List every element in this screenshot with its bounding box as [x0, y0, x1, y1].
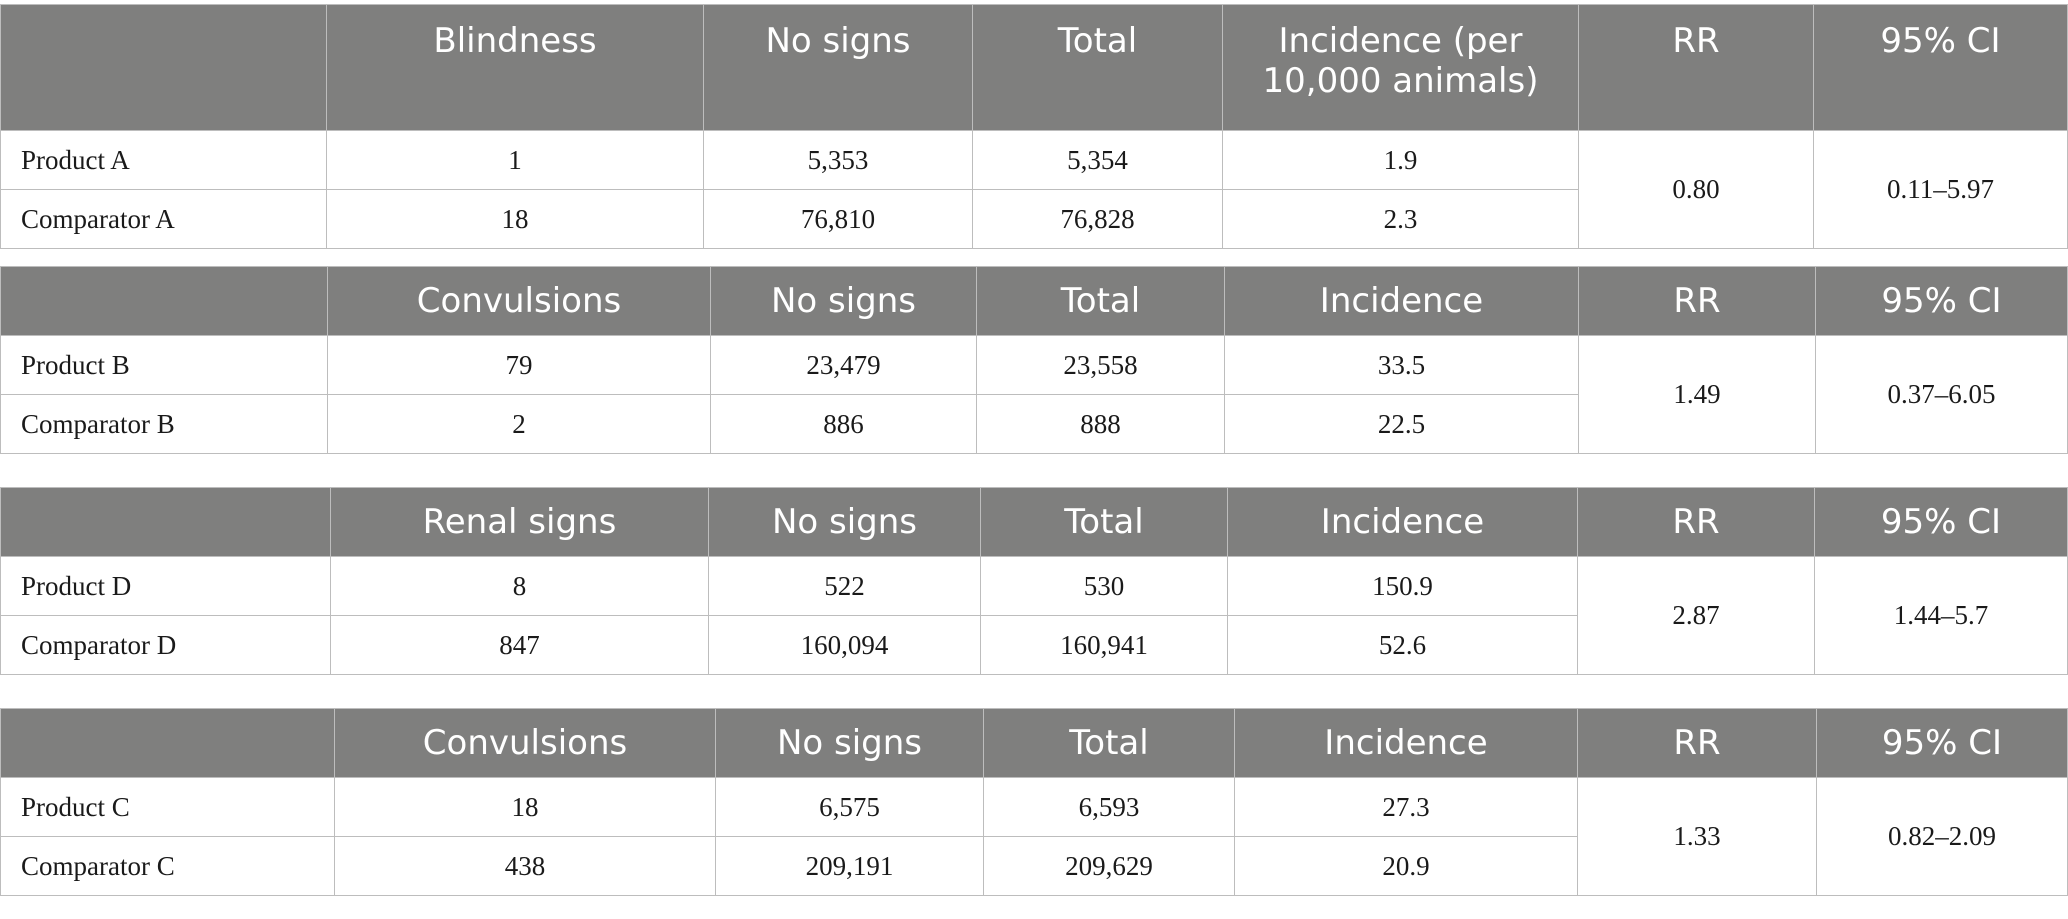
header-empty [0, 487, 331, 557]
rr-cell: 0.80 [1578, 130, 1814, 249]
incidence-cell: 27.3 [1234, 777, 1578, 837]
no-signs-cell: 6,575 [715, 777, 984, 837]
header-rr: RR [1577, 708, 1817, 778]
row-label: Product D [0, 556, 331, 616]
row-label: Comparator A [0, 189, 327, 249]
header-ci: 95% CI [1814, 487, 2068, 557]
table-row: Product C 18 6,575 6,593 27.3 1.33 0.82–… [0, 777, 2068, 896]
cases-cell: 2 [327, 394, 711, 454]
header-row: Convulsions No signs Total Incidence RR … [0, 266, 2068, 336]
header-rr: RR [1577, 487, 1815, 557]
table-renal: Renal signs No signs Total Incidence RR … [0, 487, 2068, 675]
incidence-cell: 52.6 [1227, 615, 1578, 675]
header-empty [0, 266, 328, 336]
row-label: Comparator C [0, 836, 335, 896]
incidence-cell: 20.9 [1234, 836, 1578, 896]
header-total: Total [980, 487, 1228, 557]
rr-cell: 1.33 [1577, 777, 1817, 896]
header-empty [0, 708, 335, 778]
header-total: Total [976, 266, 1225, 336]
header-no-signs: No signs [708, 487, 981, 557]
no-signs-cell: 76,810 [703, 189, 973, 249]
table-row: Product B 79 23,479 23,558 33.5 1.49 0.3… [0, 335, 2068, 454]
cases-cell: 1 [326, 130, 704, 190]
header-rr: RR [1578, 266, 1816, 336]
header-cases: Blindness [326, 4, 704, 131]
table-row: Product A 1 5,353 5,354 1.9 0.80 0.11–5.… [0, 130, 2068, 249]
no-signs-cell: 5,353 [703, 130, 973, 190]
header-empty [0, 4, 327, 131]
header-row: Blindness No signs Total Incidence (per … [0, 4, 2068, 131]
header-total: Total [972, 4, 1223, 131]
header-incidence: Incidence (per 10,000 animals) [1222, 4, 1579, 131]
header-row: Renal signs No signs Total Incidence RR … [0, 487, 2068, 557]
cases-cell: 8 [330, 556, 709, 616]
total-cell: 6,593 [983, 777, 1235, 837]
row-label: Product C [0, 777, 335, 837]
ci-cell: 0.82–2.09 [1816, 777, 2068, 896]
cases-cell: 18 [326, 189, 704, 249]
header-no-signs: No signs [715, 708, 984, 778]
header-incidence: Incidence [1224, 266, 1579, 336]
table-convulsions-c: Convulsions No signs Total Incidence RR … [0, 708, 2068, 896]
table-row: Comparator A 18 76,810 76,828 2.3 [0, 189, 2068, 249]
header-incidence: Incidence [1234, 708, 1578, 778]
rr-cell: 2.87 [1577, 556, 1815, 675]
cases-cell: 847 [330, 615, 709, 675]
header-no-signs: No signs [710, 266, 977, 336]
rr-cell: 1.49 [1578, 335, 1816, 454]
header-cases: Convulsions [327, 266, 711, 336]
header-cases: Renal signs [330, 487, 709, 557]
ci-cell: 0.11–5.97 [1813, 130, 2068, 249]
ci-cell: 0.37–6.05 [1815, 335, 2068, 454]
row-label: Product A [0, 130, 327, 190]
row-label: Comparator B [0, 394, 328, 454]
table-blindness: Blindness No signs Total Incidence (per … [0, 4, 2068, 249]
cases-cell: 18 [334, 777, 716, 837]
cases-cell: 79 [327, 335, 711, 395]
incidence-cell: 22.5 [1224, 394, 1579, 454]
table-convulsions-b: Convulsions No signs Total Incidence RR … [0, 266, 2068, 454]
table-row: Comparator B 2 886 888 22.5 [0, 394, 2068, 454]
row-label: Comparator D [0, 615, 331, 675]
header-rr: RR [1578, 4, 1814, 131]
incidence-cell: 150.9 [1227, 556, 1578, 616]
total-cell: 888 [976, 394, 1225, 454]
table-row: Comparator C 438 209,191 209,629 20.9 [0, 836, 2068, 896]
header-cases: Convulsions [334, 708, 716, 778]
header-total: Total [983, 708, 1235, 778]
no-signs-cell: 522 [708, 556, 981, 616]
total-cell: 5,354 [972, 130, 1223, 190]
total-cell: 160,941 [980, 615, 1228, 675]
total-cell: 23,558 [976, 335, 1225, 395]
header-ci: 95% CI [1815, 266, 2068, 336]
no-signs-cell: 886 [710, 394, 977, 454]
header-incidence: Incidence [1227, 487, 1578, 557]
total-cell: 76,828 [972, 189, 1223, 249]
header-ci: 95% CI [1813, 4, 2068, 131]
header-row: Convulsions No signs Total Incidence RR … [0, 708, 2068, 778]
header-ci: 95% CI [1816, 708, 2068, 778]
header-no-signs: No signs [703, 4, 973, 131]
no-signs-cell: 23,479 [710, 335, 977, 395]
row-label: Product B [0, 335, 328, 395]
ci-cell: 1.44–5.7 [1814, 556, 2068, 675]
table-row: Comparator D 847 160,094 160,941 52.6 [0, 615, 2068, 675]
total-cell: 209,629 [983, 836, 1235, 896]
incidence-cell: 2.3 [1222, 189, 1579, 249]
total-cell: 530 [980, 556, 1228, 616]
cases-cell: 438 [334, 836, 716, 896]
no-signs-cell: 209,191 [715, 836, 984, 896]
table-row: Product D 8 522 530 150.9 2.87 1.44–5.7 [0, 556, 2068, 675]
incidence-cell: 33.5 [1224, 335, 1579, 395]
incidence-cell: 1.9 [1222, 130, 1579, 190]
no-signs-cell: 160,094 [708, 615, 981, 675]
